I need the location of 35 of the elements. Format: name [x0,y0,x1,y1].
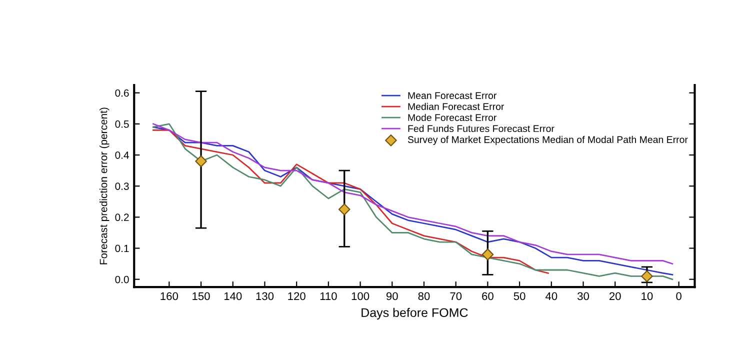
point [338,203,350,216]
x-tick-label: 40 [545,292,558,300]
x-tick-label: 160 [160,292,178,300]
y-tick-label: 0.4 [115,151,129,159]
y-tick-label: 0.0 [115,276,129,284]
point [195,155,207,168]
y-tick-label: 0.5 [115,120,129,128]
x-tick-label: 0 [676,292,682,300]
x-tick-label: 50 [514,292,526,300]
x-tick-label: 100 [352,292,370,300]
legend-label: Mode Forecast Error [408,114,496,122]
x-tick-label: 20 [609,292,621,300]
legend-label: Fed Funds Futures Forecast Error [408,124,554,132]
y-tick-label: 0.2 [115,214,129,222]
point [641,270,653,282]
legend-label: Median Forecast Error [408,102,504,110]
x-tick-label: 30 [578,292,589,300]
x-tick-label: 70 [450,292,462,300]
x-tick-label: 120 [288,292,306,300]
x-axis-title: Days before FOMC [362,308,468,320]
legend-label: Mean Forecast Error [408,92,496,100]
x-tick-label: 130 [256,292,274,300]
x-tick-label: 60 [482,292,494,300]
x-tick-label: 10 [642,292,653,300]
x-tick-label: 80 [418,292,430,300]
point [482,248,494,260]
y-axis-title: Forecast prediction error (percent) [100,108,110,264]
y-tick-label: 0.1 [115,244,129,252]
x-tick-label: 140 [224,292,242,300]
y-tick-label: 0.6 [115,89,129,97]
x-tick-label: 110 [320,292,337,300]
legend-label: Survey of Market Expectations Median of Modal Path Mean Error [408,136,688,145]
x-tick-label: 90 [386,292,398,300]
y-tick-label: 0.3 [115,182,129,190]
x-tick-label: 150 [192,292,210,300]
